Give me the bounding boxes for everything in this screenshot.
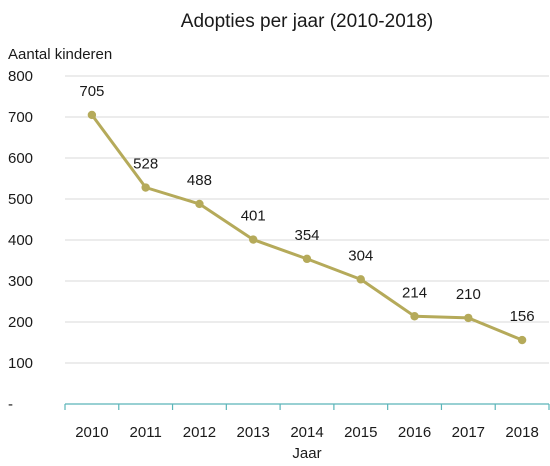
- y-tick-label: 100: [8, 355, 33, 372]
- series-adopties: [87, 110, 527, 345]
- x-tick-label: 2018: [505, 424, 538, 441]
- data-point: [517, 335, 527, 345]
- data-point: [302, 254, 312, 264]
- data-label: 304: [348, 247, 373, 264]
- x-tick-label: 2010: [75, 424, 108, 441]
- data-label: 401: [241, 208, 266, 225]
- data-point: [249, 235, 258, 244]
- data-point: [410, 312, 419, 321]
- y-tick-label: 500: [8, 191, 33, 208]
- data-point: [195, 199, 204, 209]
- x-tick-label: 2015: [344, 424, 377, 441]
- y-tick-label: 200: [8, 314, 33, 331]
- y-tick-label: -: [8, 396, 13, 413]
- data-label: 354: [294, 227, 319, 244]
- y-axis-ticks: 800 700 600 500 400 300 200 100 -: [8, 68, 33, 413]
- data-label: 210: [456, 286, 481, 303]
- y-tick-label: 800: [8, 68, 33, 85]
- x-axis-ticks: 2010 2011 2012 2013 2014 2015 2016 2017 2018: [64, 404, 550, 441]
- data-point: [464, 313, 473, 323]
- x-tick-label: 2016: [398, 424, 431, 441]
- data-labels: 705 528 488 401 354 304 214 210 156: [79, 83, 534, 325]
- data-label: 705: [79, 83, 104, 100]
- y-tick-label: 600: [8, 150, 33, 167]
- chart-title: Adopties per jaar (2010-2018): [181, 11, 433, 32]
- x-axis-label: Jaar: [292, 445, 321, 462]
- x-tick-label: 2014: [290, 424, 323, 441]
- x-tick-label: 2011: [130, 424, 162, 441]
- data-label: 488: [187, 172, 212, 189]
- x-tick-label: 2013: [237, 424, 270, 441]
- data-point: [141, 183, 150, 192]
- y-axis-label: Aantal kinderen: [8, 46, 112, 63]
- data-label: 528: [133, 156, 158, 173]
- y-tick-label: 700: [8, 109, 33, 126]
- data-label: 156: [510, 308, 535, 325]
- y-tick-label: 400: [8, 232, 33, 249]
- data-point: [87, 110, 97, 120]
- y-tick-label: 300: [8, 273, 33, 290]
- x-tick-label: 2012: [183, 424, 216, 441]
- data-point: [356, 275, 365, 284]
- x-tick-label: 2017: [452, 424, 485, 441]
- gridlines: [65, 75, 549, 364]
- data-label: 214: [402, 284, 427, 301]
